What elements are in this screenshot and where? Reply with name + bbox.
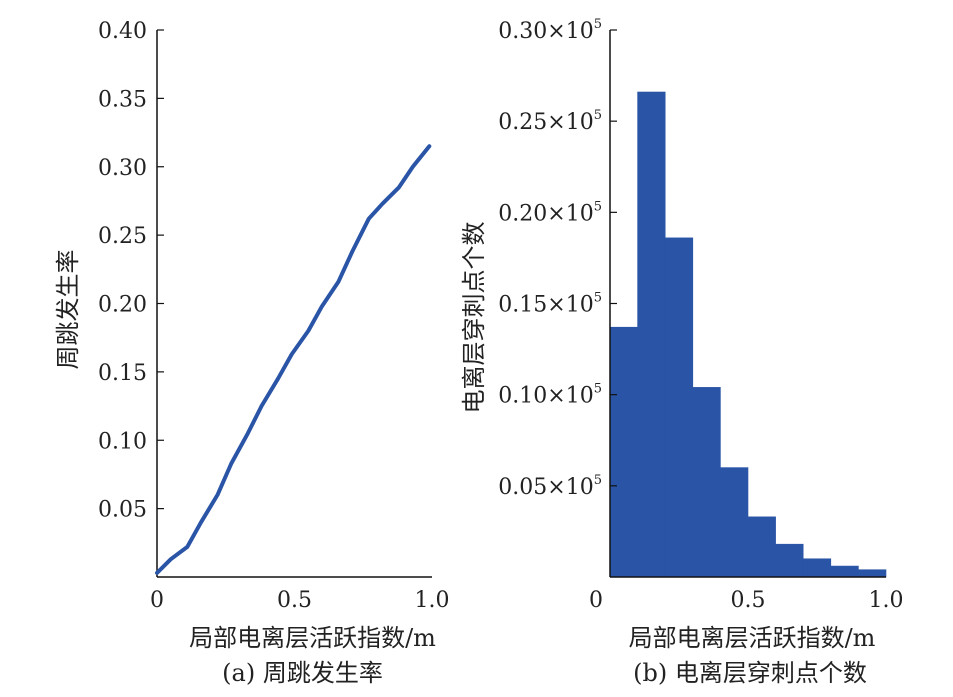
b-bar	[775, 543, 804, 578]
b-bar	[664, 237, 694, 578]
b-y-axis-label: 电离层穿刺点个数	[460, 222, 488, 414]
b-x-axis-label: 局部电离层活跃指数/m	[629, 624, 876, 652]
a-x-axis-label: 局部电离层活跃指数/m	[189, 624, 436, 652]
b-bar	[747, 516, 776, 578]
b-x-tick-label: 1.0	[869, 588, 904, 613]
a-y-axis-label: 周跳发生率	[54, 250, 82, 370]
a-y-tick-label: 0.35	[98, 87, 147, 112]
b-y-tick-label: 0.10×105	[498, 382, 602, 409]
a-series-line	[155, 144, 432, 575]
b-bar	[858, 569, 887, 578]
b-bar	[692, 387, 721, 578]
b-y-tick-label: 0.25×105	[498, 108, 602, 135]
a-y-tick-label: 0.15	[98, 361, 147, 386]
a-y-tick-label: 0.10	[98, 429, 147, 454]
b-bar	[830, 565, 859, 578]
a-x-tick-label: 0.5	[277, 588, 312, 613]
a-y-tick-label: 0.40	[98, 19, 147, 44]
b-bar	[802, 558, 832, 578]
a-y-tick-label: 0.25	[98, 224, 147, 249]
a-y-tick-label: 0.20	[98, 293, 147, 318]
b-bar	[637, 91, 666, 578]
a-x-tick-label: 0	[150, 588, 164, 613]
b-y-tick-label: 0.05×105	[498, 473, 602, 500]
a-x-tick-label: 1.0	[415, 588, 450, 613]
b-y-tick-label: 0.15×105	[498, 291, 602, 318]
a-y-tick-label: 0.30	[98, 156, 147, 181]
a-caption: (a) 周跳发生率	[222, 659, 383, 687]
b-x-tick-label: 0	[589, 588, 603, 613]
a-y-tick-label: 0.05	[98, 498, 147, 523]
b-caption: (b) 电离层穿刺点个数	[633, 659, 867, 687]
b-y-tick-label: 0.20×105	[498, 199, 602, 226]
b-x-tick-label: 0.5	[731, 588, 766, 613]
b-bar	[720, 467, 749, 578]
b-bar	[609, 326, 638, 578]
b-y-tick-label: 0.30×105	[498, 17, 602, 44]
